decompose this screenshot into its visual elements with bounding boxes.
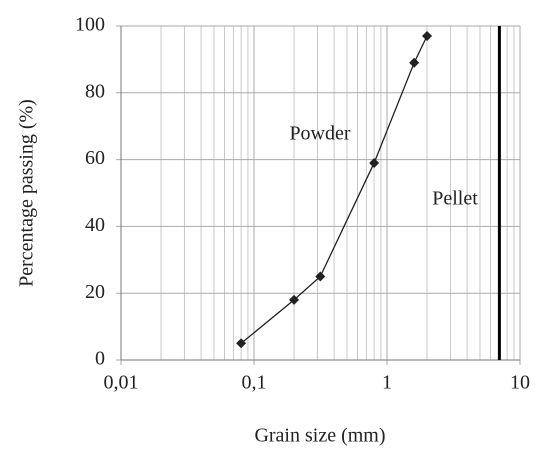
y-tick-label: 60 [85,147,105,169]
y-tick-label: 0 [95,348,105,370]
x-tick-label: 0,1 [242,372,267,394]
point-marker [409,57,420,68]
y-tick-label: 40 [85,214,105,236]
series-line [240,35,428,344]
annotation: Pellet [432,188,478,210]
y-tick-label: 20 [85,281,105,303]
point-marker [289,294,300,305]
y-axis-label: Percentage passing (%) [16,99,38,287]
point-marker [236,338,247,349]
x-tick-label: 1 [382,372,392,394]
y-tick-label: 80 [85,80,105,102]
x-tick-label: 0,01 [104,372,139,394]
x-tick-label: 10 [510,372,530,394]
point-marker [369,157,380,168]
y-tick-label: 100 [75,14,105,36]
point-marker [422,31,433,42]
x-axis-label: Grain size (mm) [254,425,385,447]
point-marker [315,271,326,282]
annotation: Powder [289,123,350,145]
